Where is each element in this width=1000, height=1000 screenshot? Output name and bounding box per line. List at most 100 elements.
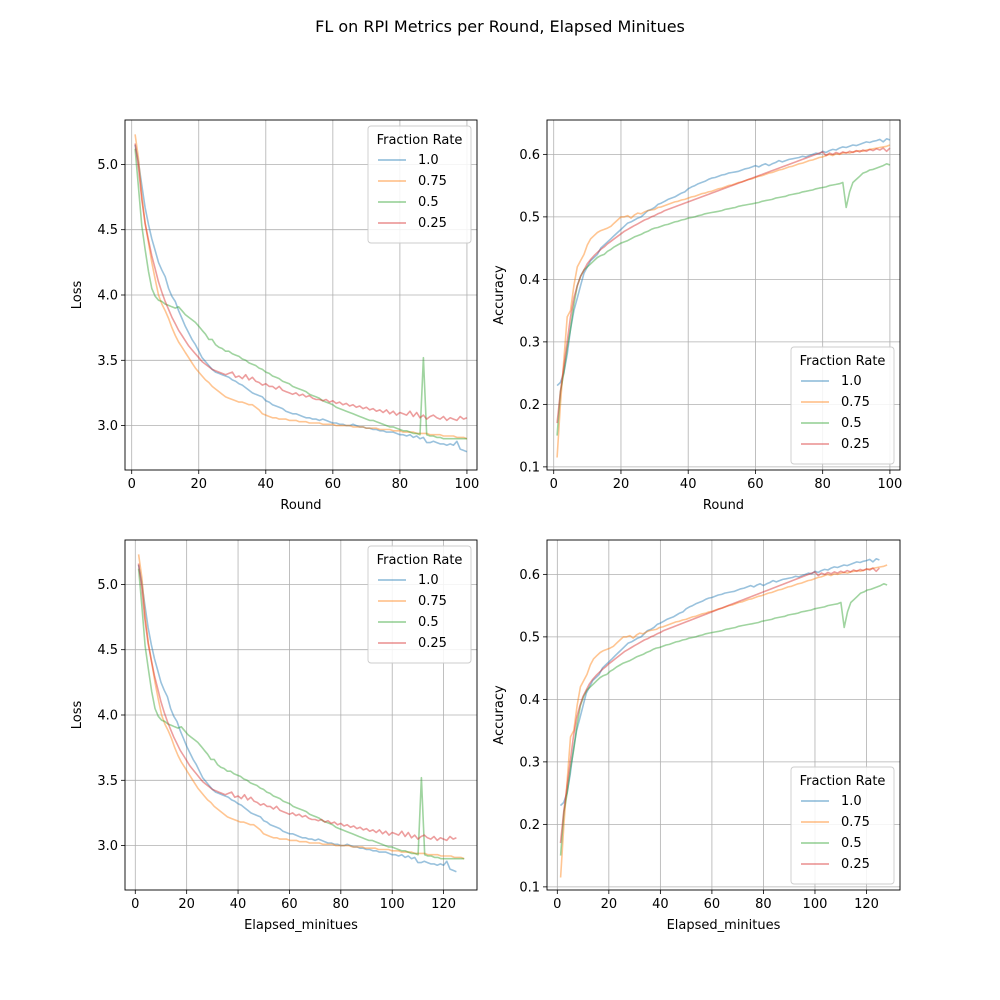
legend-entry: 0.5 xyxy=(841,836,862,851)
y-tick-label: 3.0 xyxy=(97,419,118,434)
x-tick-label: 80 xyxy=(392,477,409,492)
x-axis-label: Elapsed_minitues xyxy=(667,918,781,933)
x-tick-label: 100 xyxy=(878,477,903,492)
x-tick-label: 20 xyxy=(190,477,207,492)
y-tick-label: 0.5 xyxy=(519,630,540,645)
subplot-2: 0 20 40 60 80 100 0.1 0.2 0.3 0.4 0.5 0.6 Round Accur… xyxy=(492,119,903,513)
axes-frame xyxy=(546,119,901,471)
y-tick-label: 0.4 xyxy=(519,273,540,288)
y-tick-label: 0.5 xyxy=(519,210,540,225)
series-line-0-25 xyxy=(559,567,880,844)
series-line-0-25 xyxy=(556,147,891,424)
y-tick-label: 0.2 xyxy=(519,398,540,413)
legend-entry: 1.0 xyxy=(418,573,439,588)
subplot-1: 0 20 40 60 80 100 3.0 3.5 4.0 4.5 5.0 Round Loss Frac… xyxy=(70,119,480,513)
series-line-0-75 xyxy=(556,144,891,458)
axes-frame xyxy=(546,539,901,891)
y-axis-label: Accuracy xyxy=(492,685,507,745)
y-tick-label: 0.6 xyxy=(519,148,540,163)
y-axis-label: Loss xyxy=(70,281,85,310)
x-tick-label: 80 xyxy=(755,897,772,912)
series-line-1-0 xyxy=(134,144,468,453)
y-tick-label: 0.6 xyxy=(519,568,540,583)
legend-entry: 0.75 xyxy=(418,174,447,189)
y-tick-label: 0.4 xyxy=(519,693,540,708)
series-line-0-25 xyxy=(134,143,468,422)
x-tick-label: 40 xyxy=(652,897,669,912)
x-tick-label: 40 xyxy=(680,477,697,492)
x-tick-label: 80 xyxy=(333,897,350,912)
y-tick-label: 0.1 xyxy=(519,880,540,895)
y-tick-label: 5.0 xyxy=(97,158,118,173)
x-tick-label: 60 xyxy=(325,477,342,492)
x-tick-label: 60 xyxy=(704,897,721,912)
legend-box xyxy=(367,125,472,244)
legend-title: Fraction Rate xyxy=(800,774,886,789)
legend: Fraction Rate 1.0 0.75 0.5 0.25 xyxy=(790,766,895,885)
x-axis-label: Round xyxy=(703,498,744,513)
x-tick-label: 100 xyxy=(803,897,828,912)
x-tick-label: 20 xyxy=(178,897,195,912)
y-tick-label: 3.5 xyxy=(97,774,118,789)
legend-entry: 0.75 xyxy=(841,395,870,410)
y-axis-label: Loss xyxy=(70,701,85,730)
series-line-1-0 xyxy=(559,557,880,807)
legend: Fraction Rate 1.0 0.75 0.5 0.25 xyxy=(790,346,895,465)
legend-entry: 0.75 xyxy=(841,815,870,830)
axes-frame xyxy=(124,119,478,471)
axes-frame xyxy=(124,539,478,891)
legend-entry: 0.5 xyxy=(418,195,439,210)
series-line-0-75 xyxy=(134,134,468,440)
legend-entry: 0.25 xyxy=(418,636,447,651)
legend-entry: 0.5 xyxy=(418,615,439,630)
y-tick-label: 3.0 xyxy=(97,839,118,854)
x-tick-label: 60 xyxy=(281,897,298,912)
legend-title: Fraction Rate xyxy=(800,354,886,369)
y-tick-label: 4.0 xyxy=(97,709,118,724)
legend-title: Fraction Rate xyxy=(377,133,463,148)
legend: Fraction Rate 1.0 0.75 0.5 0.25 xyxy=(367,125,472,244)
x-tick-label: 120 xyxy=(431,897,456,912)
legend-entry: 0.25 xyxy=(841,437,870,452)
y-tick-label: 5.0 xyxy=(97,578,118,593)
legend-entry: 0.5 xyxy=(841,416,862,431)
x-tick-label: 0 xyxy=(550,477,558,492)
subplot-3: 0 20 40 60 80 100 120 3.0 3.5 4.0 4.5 5.0 Elapsed_mi… xyxy=(70,539,478,933)
legend-title: Fraction Rate xyxy=(377,553,463,568)
x-tick-label: 100 xyxy=(455,477,480,492)
series-line-0-5 xyxy=(556,163,891,436)
x-tick-label: 40 xyxy=(230,897,247,912)
y-tick-label: 0.1 xyxy=(519,460,540,475)
figure-title: FL on RPI Metrics per Round, Elapsed Min… xyxy=(315,17,685,36)
y-tick-label: 0.3 xyxy=(519,335,540,350)
y-tick-label: 4.5 xyxy=(97,643,118,658)
legend-entry: 1.0 xyxy=(418,153,439,168)
x-tick-label: 100 xyxy=(380,897,405,912)
x-tick-label: 0 xyxy=(128,477,136,492)
x-tick-label: 40 xyxy=(258,477,275,492)
legend-box xyxy=(790,346,895,465)
series-line-0-25 xyxy=(137,563,457,842)
x-tick-label: 0 xyxy=(131,897,139,912)
series-line-0-75 xyxy=(137,554,465,860)
y-tick-label: 4.5 xyxy=(97,223,118,238)
legend-entry: 0.25 xyxy=(841,857,870,872)
y-tick-label: 4.0 xyxy=(97,289,118,304)
x-axis-label: Elapsed_minitues xyxy=(244,918,358,933)
x-tick-label: 60 xyxy=(747,477,764,492)
legend: Fraction Rate 1.0 0.75 0.5 0.25 xyxy=(367,545,472,664)
series-line-0-5 xyxy=(559,582,888,856)
legend-entry: 1.0 xyxy=(841,374,862,389)
series-line-0-5 xyxy=(134,148,467,440)
legend-entry: 1.0 xyxy=(841,794,862,809)
subplot-4: 0 20 40 60 80 100 120 0.1 0.2 0.3 0.4 0.5 0.6 Elapsed… xyxy=(492,539,901,933)
legend-box xyxy=(790,766,895,885)
y-tick-label: 0.3 xyxy=(519,755,540,770)
legend-box xyxy=(367,545,472,664)
legend-entry: 0.75 xyxy=(418,594,447,609)
x-tick-label: 20 xyxy=(613,477,630,492)
x-axis-label: Round xyxy=(280,498,321,513)
series-line-0-5 xyxy=(137,568,465,860)
legend-entry: 0.25 xyxy=(418,216,447,231)
